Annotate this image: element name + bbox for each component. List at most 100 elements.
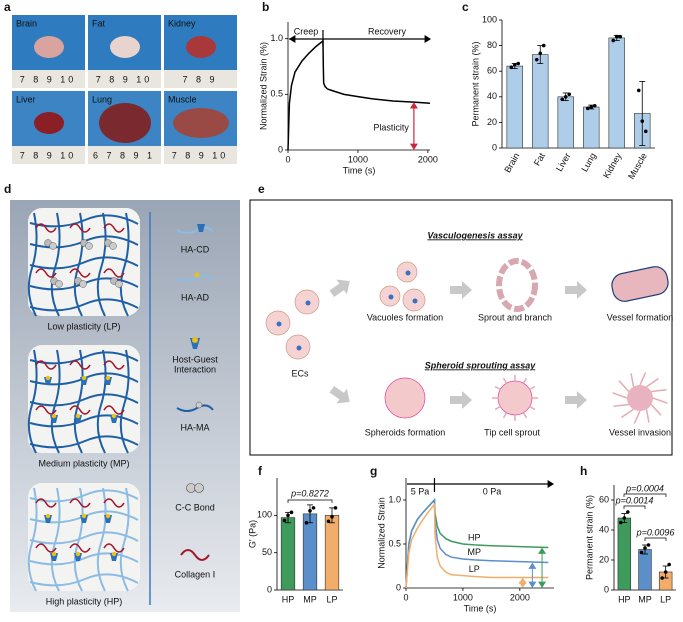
polymer xyxy=(96,212,107,317)
host-guest xyxy=(104,377,112,385)
label: High plasticity (HP) xyxy=(46,596,123,606)
data-point xyxy=(646,543,651,547)
collagen xyxy=(35,543,57,553)
label: 20 xyxy=(599,554,609,564)
bar xyxy=(557,96,574,149)
data-point xyxy=(639,550,644,555)
data-point xyxy=(589,105,594,109)
legend-icon xyxy=(195,401,203,409)
data-point xyxy=(660,576,664,580)
spheroid xyxy=(627,385,653,411)
label: Liver xyxy=(16,94,36,104)
label: Fat xyxy=(92,18,106,28)
sprout-line xyxy=(645,409,650,423)
sprout-line xyxy=(494,385,501,391)
data-point xyxy=(330,515,334,519)
panel-label: e xyxy=(258,182,265,196)
collagen xyxy=(69,223,91,233)
data-point xyxy=(614,34,619,39)
collagen xyxy=(35,405,57,415)
ruler xyxy=(164,146,237,164)
label: Permanent strain (%) xyxy=(470,41,480,126)
collagen xyxy=(69,543,91,553)
data-point xyxy=(563,95,568,99)
data-point xyxy=(667,562,671,567)
flow-arrow xyxy=(450,281,472,299)
panel-frame xyxy=(249,199,673,456)
collagen xyxy=(35,360,57,370)
label: MP xyxy=(468,547,482,557)
polymer xyxy=(27,212,38,317)
polymer xyxy=(29,298,139,312)
sprout-line xyxy=(613,403,629,408)
host-guest xyxy=(110,415,118,423)
collagen xyxy=(35,498,57,508)
organ xyxy=(110,36,140,58)
data-point xyxy=(636,88,641,93)
label: 0 xyxy=(492,142,497,152)
host-guest xyxy=(104,515,112,523)
cc-bond xyxy=(49,242,57,250)
polymer xyxy=(27,487,38,592)
label: 1.0 xyxy=(270,33,283,43)
data-point xyxy=(289,510,294,515)
label: Spheroid sprouting assay xyxy=(425,360,537,370)
label: Low plasticity (LP) xyxy=(47,321,120,331)
organ xyxy=(34,112,64,134)
flow-arrow xyxy=(329,385,350,404)
label: 60 xyxy=(487,66,497,76)
data-point xyxy=(304,521,309,525)
data-point xyxy=(509,65,514,70)
label: Time (s) xyxy=(343,165,376,175)
collagen xyxy=(69,268,91,278)
label: 5 Pa xyxy=(411,486,430,496)
data-point xyxy=(560,97,565,102)
bar xyxy=(324,515,340,591)
sprout-line xyxy=(522,377,528,384)
host-guest xyxy=(105,375,111,381)
label: C-C Bond xyxy=(175,502,215,512)
sprout-line xyxy=(494,405,501,411)
organ xyxy=(186,36,216,58)
bar xyxy=(617,517,632,591)
arrow-head xyxy=(538,581,547,588)
label: MP xyxy=(303,594,317,604)
legend-icon xyxy=(176,404,214,412)
panel-label: d xyxy=(4,182,11,196)
label: 1.0 xyxy=(388,494,401,504)
label: 0 xyxy=(267,584,272,594)
legend-icon xyxy=(194,483,204,493)
label: 2000 xyxy=(510,592,530,602)
label: Spheroids formation xyxy=(365,427,446,437)
label: Collagen Ⅰ xyxy=(175,569,216,579)
label: Lung xyxy=(579,151,598,173)
polymer xyxy=(29,214,139,228)
host-guest xyxy=(44,377,52,385)
sprout-line xyxy=(650,403,662,416)
data-point xyxy=(534,57,539,62)
organ xyxy=(173,108,229,138)
sprout-line xyxy=(612,392,628,399)
label: 20 xyxy=(487,117,497,127)
label: 40 xyxy=(487,91,497,101)
label: Fat xyxy=(532,151,547,168)
cc-bond xyxy=(85,242,93,250)
label: Vessel formation xyxy=(607,312,674,322)
label: 0 xyxy=(285,154,290,164)
sprout-line xyxy=(652,397,668,404)
data-point xyxy=(622,516,627,520)
label: HP xyxy=(618,594,631,604)
nucleus xyxy=(412,298,418,304)
data-point xyxy=(282,518,287,523)
arrow-head xyxy=(528,562,537,569)
label: Muscle xyxy=(168,94,197,104)
data-point xyxy=(643,129,648,134)
label: LP xyxy=(660,594,671,604)
label: Brain xyxy=(16,18,37,28)
host-guest xyxy=(74,553,82,561)
sprout-line xyxy=(639,372,647,386)
label: 40 xyxy=(599,524,609,534)
label: Interaction xyxy=(174,364,216,374)
label: 100 xyxy=(257,510,272,520)
